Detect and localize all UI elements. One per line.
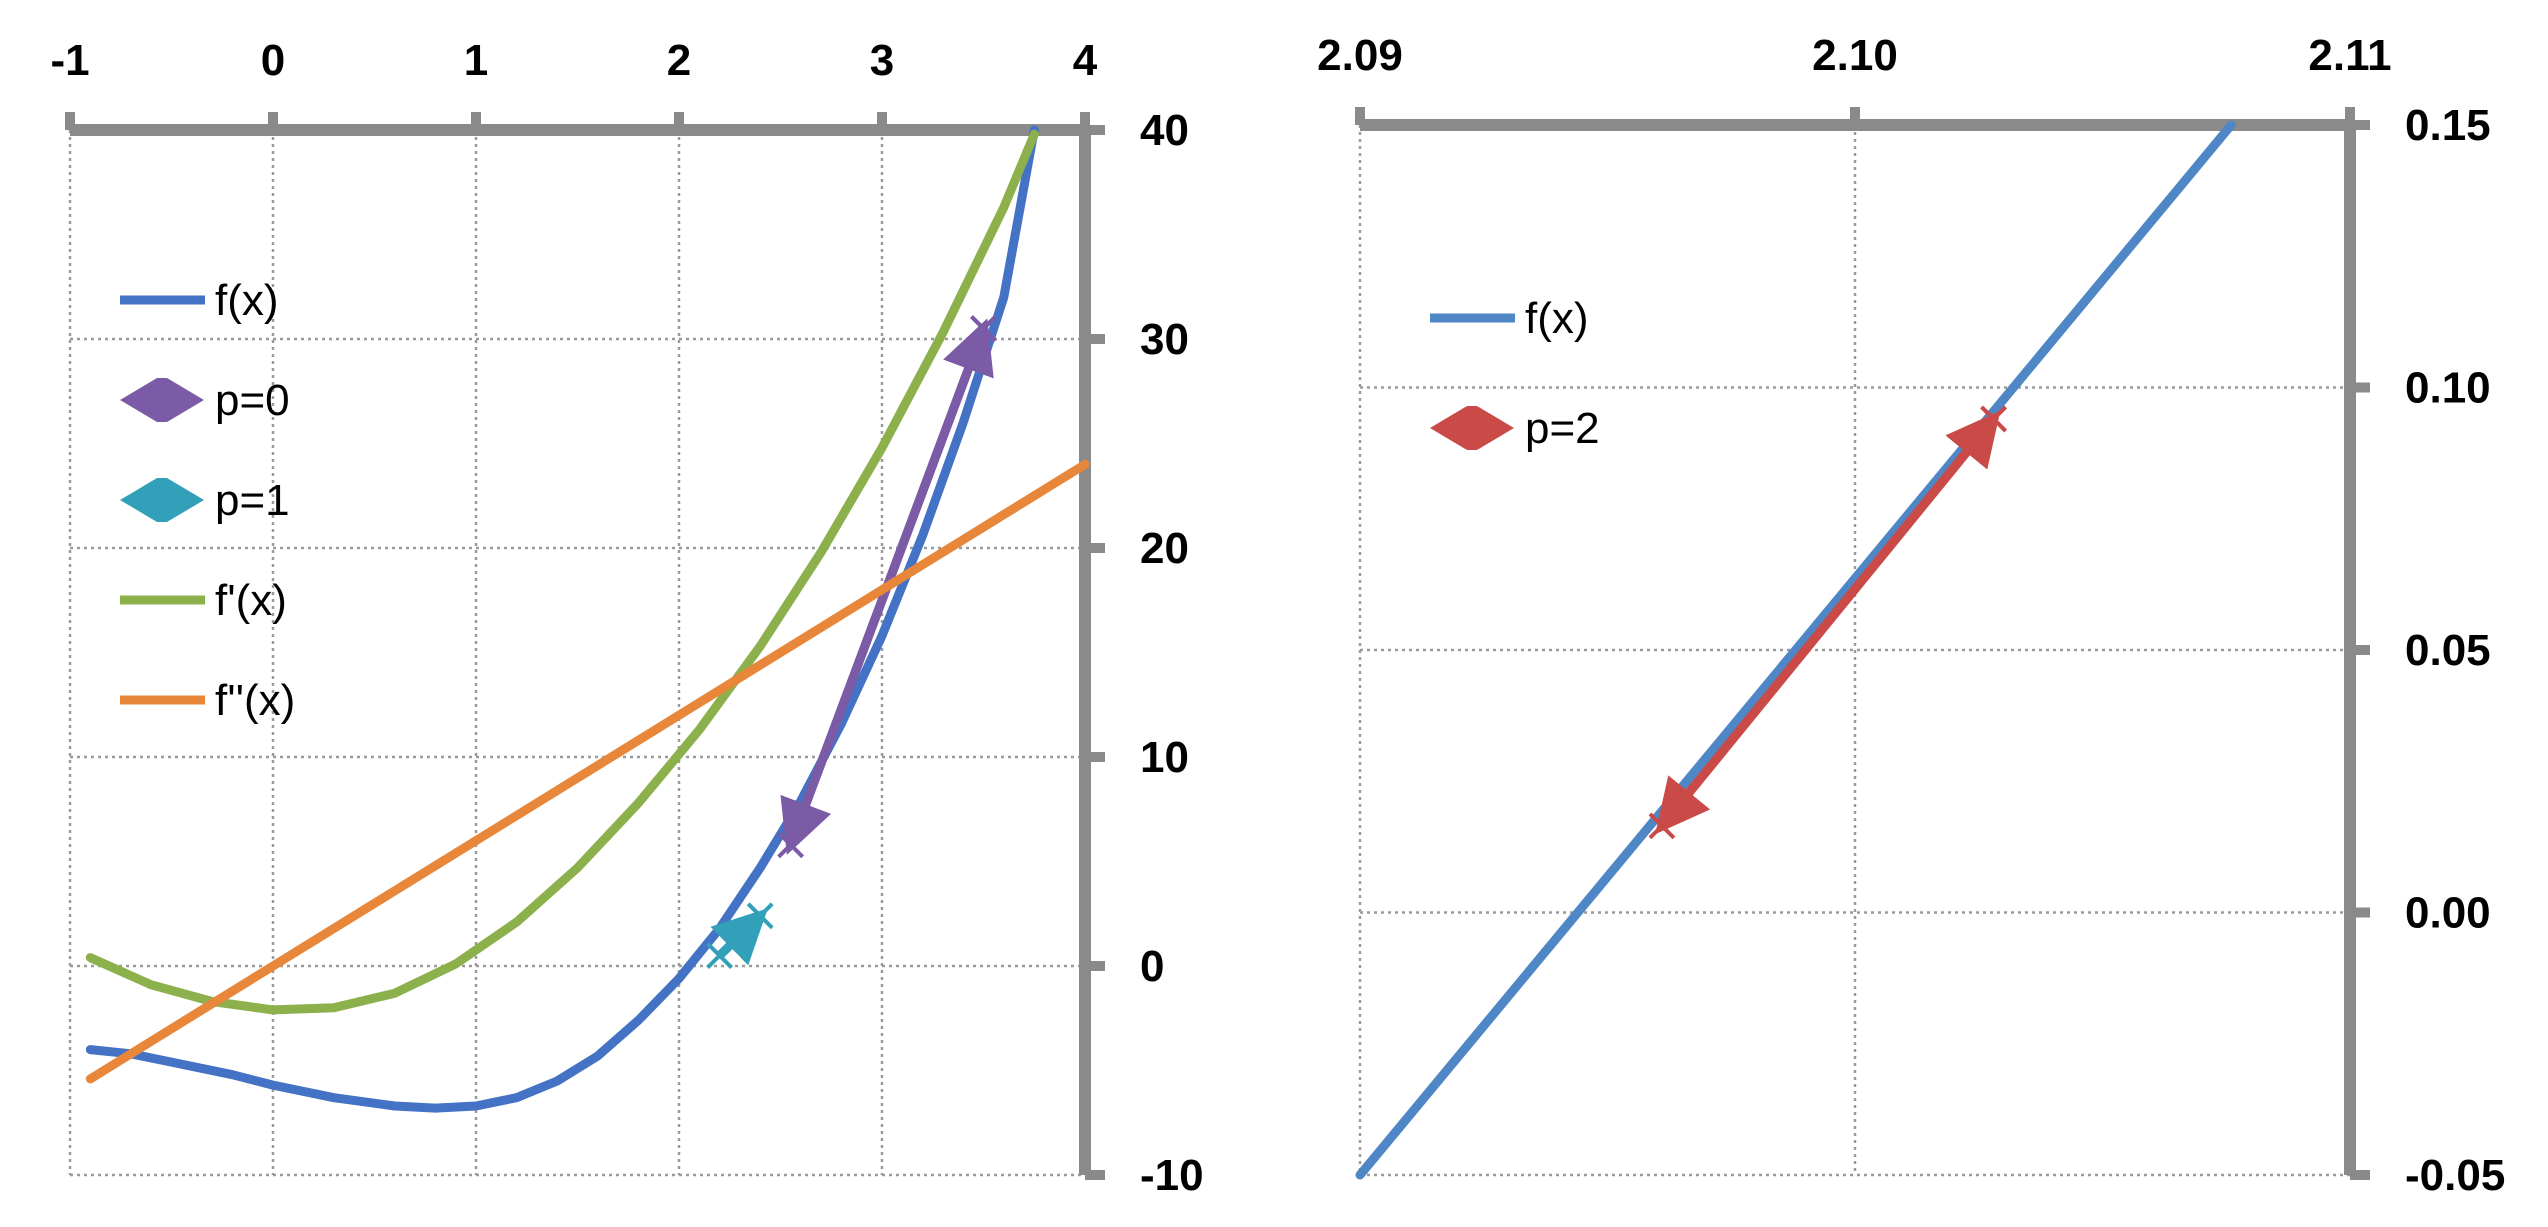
iteration-point bbox=[1648, 812, 1676, 840]
y-tick-label: 0.00 bbox=[2405, 889, 2491, 938]
y-tick-label: -10 bbox=[1140, 1151, 1204, 1200]
x-tick-label: -1 bbox=[50, 36, 89, 85]
y-tick-label: 10 bbox=[1140, 733, 1189, 782]
x-tick-label: 2 bbox=[667, 36, 691, 85]
legend-label: p=1 bbox=[215, 476, 290, 525]
x-tick-label: 2.09 bbox=[1317, 31, 1403, 80]
x-tick-label: 2.10 bbox=[1812, 31, 1898, 80]
y-tick-label: 30 bbox=[1140, 315, 1189, 364]
iteration-point bbox=[706, 942, 734, 969]
iteration-point bbox=[1980, 405, 2008, 433]
legend-swatch bbox=[1430, 406, 1514, 450]
series-line-f-x- bbox=[1355, 120, 2236, 1180]
legend-swatch bbox=[120, 378, 204, 422]
legend-swatch bbox=[120, 478, 204, 522]
y-tick-label: 0.15 bbox=[2405, 101, 2491, 150]
iteration-point bbox=[777, 831, 805, 859]
x-tick-label: 1 bbox=[464, 36, 488, 85]
legend-label: f(x) bbox=[1525, 294, 1589, 343]
y-tick-label: -0.05 bbox=[2405, 1151, 2505, 1200]
y-tick-label: 0.05 bbox=[2405, 626, 2491, 675]
legend-label: f(x) bbox=[215, 276, 279, 325]
legend-label: p=0 bbox=[215, 376, 290, 425]
y-tick-label: 20 bbox=[1140, 524, 1189, 573]
iteration-point bbox=[746, 902, 774, 930]
x-tick-label: 4 bbox=[1073, 36, 1098, 85]
x-tick-label: 3 bbox=[870, 36, 894, 85]
y-tick-label: 0 bbox=[1140, 942, 1164, 991]
series-line-f-x- bbox=[85, 125, 1039, 1113]
series-line-f-x- bbox=[85, 459, 1090, 1084]
x-tick-label: 0 bbox=[261, 36, 285, 85]
legend-label: p=2 bbox=[1525, 404, 1600, 453]
series-line-f-x- bbox=[85, 129, 1039, 1015]
legend-label: f''(x) bbox=[215, 676, 295, 725]
iteration-point bbox=[970, 315, 997, 342]
x-tick-label: 2.11 bbox=[2308, 31, 2391, 80]
iteration-arrow bbox=[1658, 410, 2001, 829]
y-tick-label: 0.10 bbox=[2405, 364, 2491, 413]
legend-label: f'(x) bbox=[215, 576, 287, 625]
right-chart: 2.09 2.10 2.11 -0.05 0.00 0.05 0.10 0.15 f(x) p=2 bbox=[1317, 31, 2505, 1200]
y-tick-label: 40 bbox=[1140, 106, 1189, 155]
